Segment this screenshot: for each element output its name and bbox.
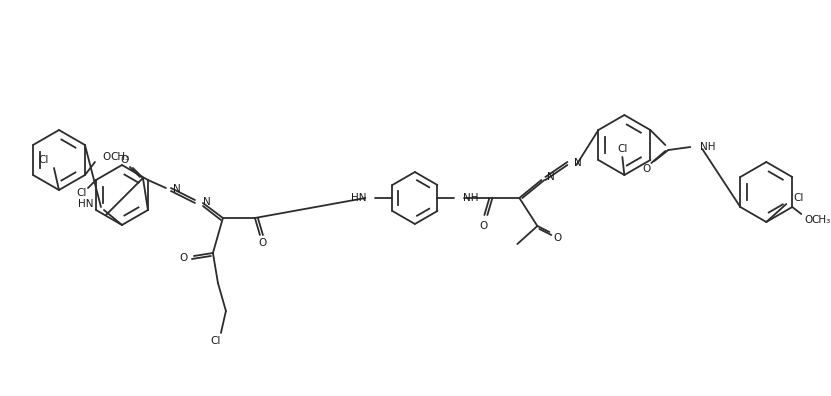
Text: O: O (103, 152, 111, 162)
Text: O: O (804, 215, 813, 225)
Text: Cl: Cl (617, 144, 627, 154)
Text: O: O (479, 221, 488, 231)
Text: O: O (553, 233, 562, 243)
Text: N: N (548, 172, 555, 182)
Text: CH₃: CH₃ (812, 215, 831, 225)
Text: NH: NH (464, 193, 479, 203)
Text: N: N (203, 197, 211, 207)
Text: Cl: Cl (39, 155, 49, 165)
Text: CH₃: CH₃ (111, 152, 130, 162)
Text: HN: HN (78, 199, 94, 209)
Text: O: O (120, 155, 129, 165)
Text: N: N (574, 158, 583, 168)
Text: Cl: Cl (793, 193, 804, 203)
Text: O: O (179, 253, 188, 263)
Text: Cl: Cl (211, 336, 221, 346)
Text: HN: HN (351, 193, 366, 203)
Text: Cl: Cl (76, 188, 87, 198)
Text: NH: NH (701, 142, 715, 152)
Text: O: O (642, 164, 651, 174)
Text: O: O (258, 238, 267, 248)
Text: N: N (173, 184, 180, 194)
